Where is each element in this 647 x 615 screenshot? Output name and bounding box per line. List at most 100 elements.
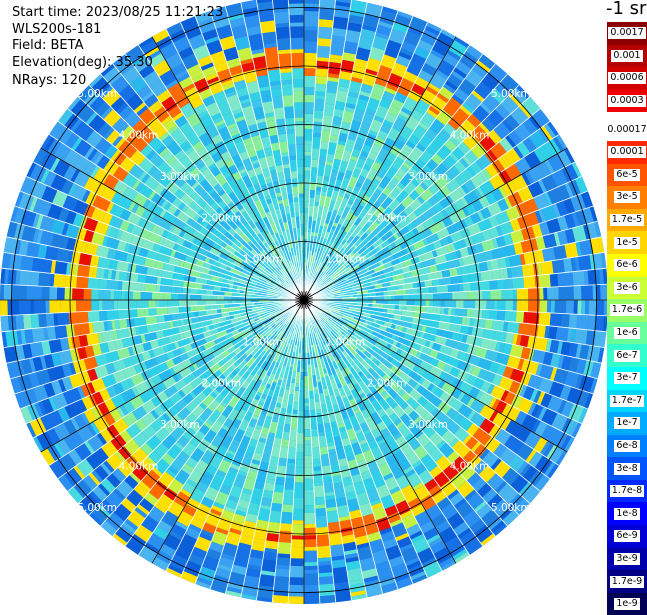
gate-cell	[325, 499, 337, 508]
gate-cell	[282, 87, 294, 95]
gate-cell	[329, 533, 343, 546]
gate-cell	[429, 286, 437, 293]
gate-cell	[314, 110, 324, 118]
gate-cell	[160, 300, 168, 308]
gate-cell	[333, 16, 349, 29]
gate-cell	[285, 179, 292, 184]
gate-cell	[532, 288, 540, 300]
gate-cell	[315, 516, 328, 528]
gate-cell	[304, 467, 313, 479]
gate-cell	[310, 179, 317, 183]
gate-cell	[452, 308, 456, 316]
gate-cell	[119, 271, 128, 281]
gate-cell	[462, 274, 471, 284]
gate-cell	[88, 311, 100, 323]
gate-cell	[313, 470, 322, 475]
gate-cell	[304, 441, 312, 445]
gate-cell	[552, 259, 565, 274]
gate-cell	[289, 440, 297, 444]
gate-cell	[585, 300, 589, 315]
gate-cell	[293, 80, 305, 88]
gate-cell	[138, 274, 147, 284]
gate-cell	[318, 565, 333, 574]
gate-cell	[289, 15, 304, 23]
gate-cell	[54, 261, 67, 275]
gate-cell	[314, 497, 325, 506]
gate-cell	[264, 47, 279, 60]
gate-cell	[313, 118, 323, 123]
gate-cell	[290, 558, 304, 566]
gate-cell	[328, 525, 341, 534]
gate-cell	[566, 286, 574, 300]
gate-cell	[395, 305, 399, 310]
gate-cell	[282, 504, 294, 512]
gate-cell	[283, 497, 294, 506]
gate-cell	[289, 577, 304, 585]
gate-cell	[562, 286, 566, 300]
gate-cell	[34, 300, 46, 314]
gate-cell	[281, 84, 293, 89]
gate-cell	[304, 524, 316, 528]
gate-cell	[513, 300, 517, 311]
gate-cell	[574, 300, 578, 314]
gate-cell	[304, 11, 319, 15]
gate-cell	[259, 574, 275, 587]
gate-cell	[335, 589, 352, 602]
gate-cell	[31, 314, 40, 329]
gate-cell	[304, 535, 317, 539]
gate-cell	[507, 322, 520, 334]
ppi-plot: 1.00km1.00km1.00km1.00km2.00km2.00km2.00…	[0, 0, 608, 607]
gate-cell	[469, 273, 478, 283]
gate-cell	[275, 477, 285, 486]
gate-cell	[304, 167, 311, 171]
gate-cell	[152, 292, 164, 300]
gate-cell	[304, 95, 315, 103]
gate-cell	[281, 512, 293, 524]
gate-cell	[313, 122, 323, 134]
gate-cell	[304, 403, 310, 407]
gate-cell	[319, 576, 334, 585]
gate-cell	[294, 490, 304, 498]
gate-cell	[296, 444, 304, 452]
gate-cell	[475, 300, 487, 310]
gate-cell	[589, 300, 597, 315]
gate-cell	[137, 308, 145, 317]
gate-cell	[314, 482, 324, 487]
gate-cell	[88, 277, 100, 289]
gate-cell	[283, 95, 294, 107]
gate-cell	[296, 144, 304, 148]
gate-cell	[318, 27, 333, 39]
gate-cell	[278, 53, 291, 62]
gate-cell	[72, 288, 84, 300]
gate-cell	[304, 437, 311, 441]
gate-cell	[278, 458, 288, 467]
gate-cell	[294, 102, 304, 110]
gate-cell	[49, 287, 57, 300]
gate-cell	[213, 295, 217, 300]
gate-cell	[0, 300, 8, 316]
gate-cell	[304, 444, 312, 456]
gate-cell	[129, 300, 137, 309]
gate-cell	[7, 300, 19, 316]
gate-cell	[541, 261, 554, 275]
gate-cell	[300, 376, 304, 380]
gate-cell	[296, 433, 304, 445]
gate-cell	[110, 290, 114, 300]
gate-cell	[286, 129, 295, 134]
gate-cell	[298, 194, 304, 198]
gate-cell	[304, 528, 316, 536]
gate-cell	[437, 300, 441, 307]
gate-cell	[304, 156, 312, 168]
gate-cell	[304, 152, 312, 156]
gate-cell	[315, 76, 327, 84]
gate-cell	[290, 566, 305, 578]
gate-cell	[516, 311, 524, 323]
gate-cell	[118, 281, 123, 291]
gate-cell	[311, 429, 319, 437]
gate-cell	[289, 3, 305, 7]
gate-cell	[497, 310, 505, 321]
gate-cell	[304, 53, 317, 61]
gate-cell	[577, 300, 581, 315]
gate-cell	[198, 300, 206, 306]
gate-cell	[316, 68, 329, 77]
